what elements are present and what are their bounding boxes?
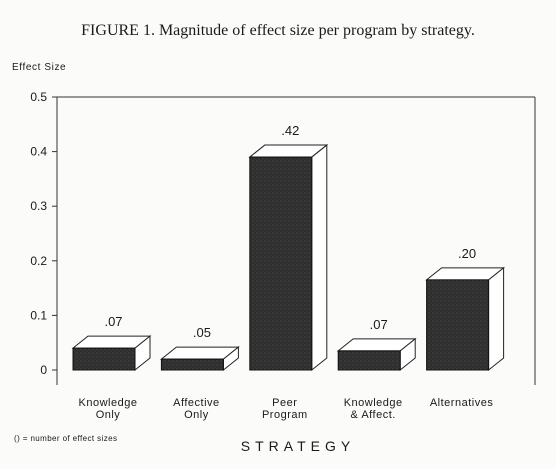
bar-data-label: .07: [370, 317, 388, 332]
bar-side-face: [488, 266, 505, 372]
y-tick-label: 0.5: [30, 90, 47, 104]
bar-front-face: [249, 156, 313, 371]
x-category-label: Affective Only: [173, 397, 220, 421]
x-category-label-line: Peer: [272, 397, 297, 409]
y-tick-label: 0.4: [30, 145, 47, 159]
bar-data-label: .07: [104, 314, 122, 329]
plot-frame: [56, 96, 536, 385]
bar-data-label: .42: [281, 123, 299, 138]
bar-front-face: [337, 350, 401, 371]
bar: .07: [71, 314, 152, 372]
x-category-label: Knowledge & Affect.: [344, 397, 403, 421]
x-category-label-line: Affective: [173, 397, 220, 409]
bars: .07 .05 .42 .07 .20: [71, 123, 506, 372]
y-tick-label: 0.3: [30, 199, 47, 213]
y-axis: 0 0.1 0.2 0.3 0.4 0.5: [30, 90, 57, 377]
figure-title: FIGURE 1. Magnitude of effect size per p…: [81, 22, 475, 39]
bar-front-face: [160, 358, 224, 371]
bar-front-face: [426, 279, 490, 371]
footnote: () = number of effect sizes: [14, 434, 117, 443]
bar: .42: [248, 123, 329, 372]
bar-data-label: .20: [458, 246, 476, 261]
bar-side-face: [311, 144, 328, 372]
bar-front-face: [72, 347, 136, 371]
x-category-label-line: Knowledge: [344, 397, 403, 409]
x-category-label: Peer Program: [262, 397, 308, 421]
x-category-label: Knowledge Only: [79, 397, 138, 421]
x-category-label-line: Alternatives: [430, 397, 493, 409]
bar: .07: [336, 317, 417, 372]
x-category-label: Alternatives: [430, 397, 493, 409]
y-tick-label: 0.2: [30, 254, 47, 268]
x-category-label-line: & Affect.: [351, 409, 396, 421]
bar: .20: [425, 246, 506, 372]
x-axis-title: STRATEGY: [241, 438, 355, 454]
y-tick-label: 0.1: [30, 308, 47, 322]
x-category-label-line: Program: [262, 409, 308, 421]
y-tick-label: 0: [40, 363, 47, 377]
bar: .05: [159, 325, 240, 372]
bar-data-label: .05: [193, 325, 211, 340]
y-axis-title: Effect Size: [12, 62, 66, 73]
x-category-label-line: Only: [96, 409, 121, 421]
x-category-label-line: Knowledge: [79, 397, 138, 409]
x-category-label-line: Only: [184, 409, 209, 421]
